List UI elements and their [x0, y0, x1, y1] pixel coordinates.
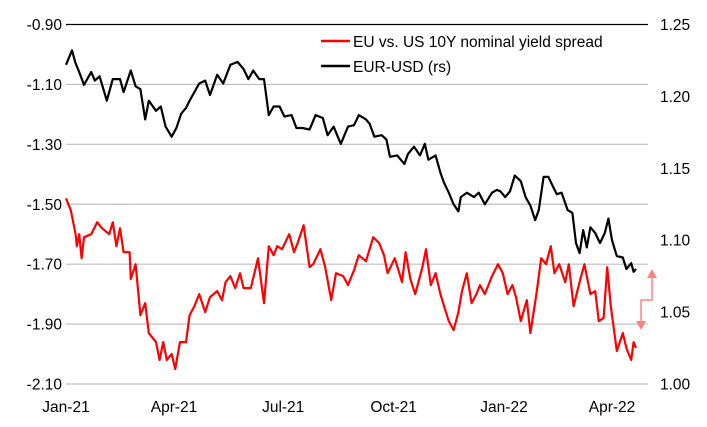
arrow-up-icon [647, 269, 657, 278]
gridlines [66, 23, 648, 385]
left-tick-label: -2.10 [27, 377, 63, 394]
series-line-spread [64, 197, 638, 371]
right-tick-label: 1.15 [660, 161, 690, 178]
left-tick-label: -1.10 [27, 77, 63, 94]
right-axis-ticks: 1.25 1.20 1.15 1.10 1.05 1.00 [660, 17, 691, 394]
left-tick-label: -0.90 [27, 17, 63, 34]
left-tick-label: -1.90 [27, 317, 63, 334]
right-tick-label: 1.20 [660, 89, 691, 106]
right-tick-label: 1.10 [660, 233, 691, 250]
x-tick-label: Jul-21 [262, 399, 304, 416]
arrow-down-icon [636, 321, 646, 330]
series-lines [64, 49, 638, 371]
legend-label-spread: EU vs. US 10Y nominal yield spread [353, 34, 603, 51]
legend: EU vs. US 10Y nominal yield spread EUR-U… [321, 34, 603, 76]
bracket-line [640, 276, 653, 323]
series-line-eurusd [64, 49, 637, 273]
left-axis-ticks: -0.90 -1.10 -1.30 -1.50 -1.70 -1.90 -2.10 [27, 17, 63, 394]
x-tick-label: Jan-21 [42, 399, 89, 416]
bracket-arrow-annotation [636, 269, 657, 330]
x-tick-label: Jan-22 [480, 399, 527, 416]
left-tick-label: -1.50 [27, 197, 63, 214]
x-axis-ticks: Jan-21 Apr-21 Jul-21 Oct-21 Jan-22 Apr-22 [42, 399, 635, 416]
left-tick-label: -1.30 [27, 137, 63, 154]
right-tick-label: 1.25 [660, 17, 690, 34]
x-tick-label: Oct-21 [370, 399, 417, 416]
right-tick-label: 1.05 [660, 305, 690, 322]
x-tick-label: Apr-21 [151, 399, 198, 416]
x-tick-label: Apr-22 [589, 399, 636, 416]
left-tick-label: -1.70 [27, 257, 63, 274]
right-tick-label: 1.00 [660, 377, 691, 394]
legend-label-eurusd: EUR-USD (rs) [353, 59, 451, 76]
